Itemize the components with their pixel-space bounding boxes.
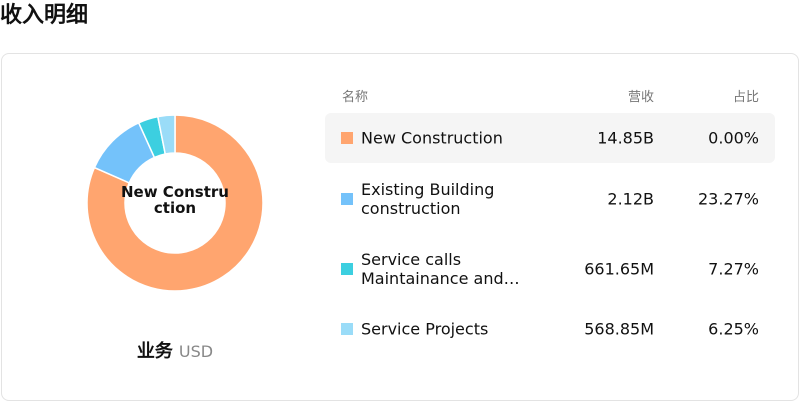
footer-title: 业务 (136, 341, 173, 362)
legend-swatch (341, 132, 353, 144)
row-share: 0.00% (708, 128, 759, 148)
table-row: Service Projects 568.85M 6.25% (325, 304, 775, 354)
legend-swatch (341, 193, 353, 205)
donut-slice (156, 114, 176, 155)
row-name: Existing Building construction (361, 180, 495, 218)
footer-unit: USD (178, 342, 214, 361)
row-name: New Construction (361, 128, 503, 148)
row-share: 7.27% (708, 259, 759, 279)
chart-footer: 业务 USD (0, 337, 350, 363)
row-share: 23.27% (697, 189, 759, 209)
table-row: Service calls Maintainance and… 661.65M 7.… (325, 244, 775, 294)
legend-swatch (341, 323, 353, 335)
legend-swatch (341, 263, 353, 275)
row-revenue: 661.65M (584, 259, 654, 279)
column-header: 占比 (732, 90, 759, 105)
page-title: 收入明细 (0, 3, 89, 28)
card (1, 53, 799, 401)
row-name: Service Projects (361, 319, 489, 339)
column-header: 名称 (342, 90, 369, 105)
row-revenue: 568.85M (584, 319, 654, 339)
row-share: 6.25% (708, 319, 759, 339)
table-row: New Construction 14.85B 0.00% (325, 113, 775, 163)
row-revenue: 14.85B (597, 128, 654, 148)
row-name: Service calls Maintainance and… (361, 250, 520, 288)
table-row: Existing Building construction 2.12B 23.27… (325, 174, 775, 224)
donut-slice (86, 114, 264, 292)
column-header: 营收 (627, 90, 654, 105)
row-revenue: 2.12B (607, 189, 654, 209)
center-label: New Construction (121, 183, 229, 217)
